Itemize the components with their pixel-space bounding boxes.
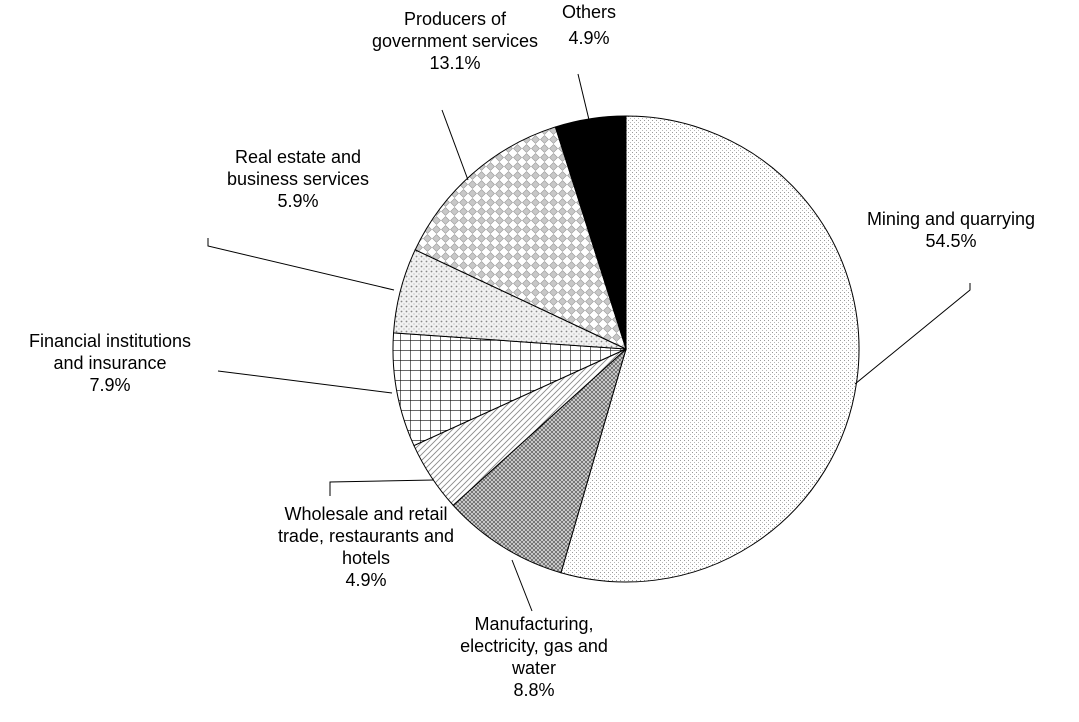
slice-value-mining: 54.5%: [925, 231, 976, 251]
slice-label-wholesale: hotels: [342, 548, 390, 568]
leader-lines: [207, 73, 971, 612]
pie-slice-others: [554, 115, 627, 350]
slice-label-government: Producers of: [404, 9, 507, 29]
slice-label-financial: and insurance: [53, 353, 166, 373]
slice-label-manufacturing: water: [511, 658, 556, 678]
slice-value-wholesale: 4.9%: [345, 570, 386, 590]
pie-slice-government: [414, 126, 627, 350]
slice-label-real-estate: Real estate and: [235, 147, 361, 167]
slice-value-others: 4.9%: [568, 28, 609, 48]
pie-slice-mining: [560, 115, 860, 583]
pie-slices: [392, 115, 860, 583]
slice-label-manufacturing: Manufacturing,: [474, 614, 593, 634]
leader-line-financial: [217, 370, 393, 394]
slice-label-real-estate: business services: [227, 169, 369, 189]
leader-line-manufacturing: [511, 559, 533, 612]
leader-line-others: [577, 73, 591, 125]
slice-label-mining: Mining and quarrying: [867, 209, 1035, 229]
slice-label-wholesale: trade, restaurants and: [278, 526, 454, 546]
slice-label-government: government services: [372, 31, 538, 51]
slice-label-financial: Financial institutions: [29, 331, 191, 351]
leader-line-mining: [854, 283, 971, 385]
leader-line-government: [441, 109, 469, 181]
slice-value-financial: 7.9%: [89, 375, 130, 395]
pie-slice-financial: [392, 332, 627, 447]
slice-label-manufacturing: electricity, gas and: [460, 636, 608, 656]
pie-slice-manufacturing: [452, 347, 627, 574]
leader-line-wholesale: [329, 479, 435, 496]
slice-label-wholesale: Wholesale and retail: [284, 504, 447, 524]
slice-value-real-estate: 5.9%: [277, 191, 318, 211]
slice-label-others: Others: [562, 2, 616, 22]
slice-value-government: 13.1%: [429, 53, 480, 73]
leader-line-real-estate: [207, 238, 395, 291]
slice-value-manufacturing: 8.8%: [513, 680, 554, 700]
